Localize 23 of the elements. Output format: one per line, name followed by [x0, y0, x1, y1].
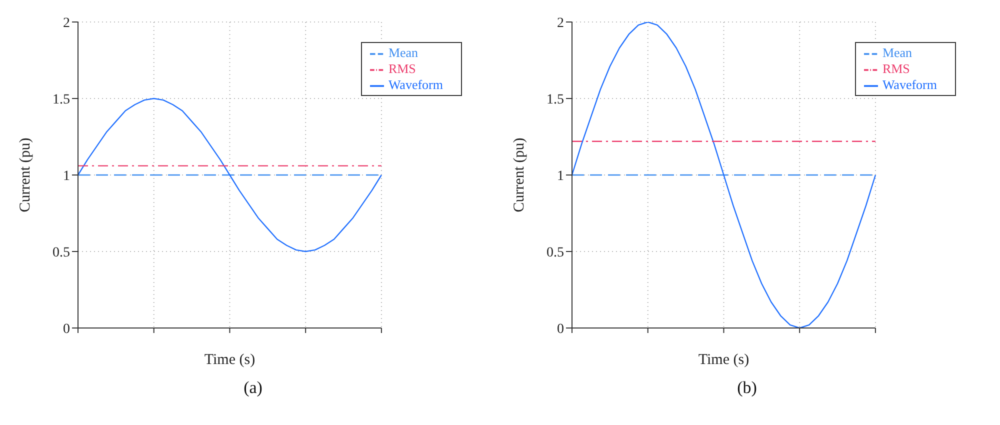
y-tick-label: 2 — [557, 16, 564, 31]
y-tick-label: 1.5 — [52, 92, 70, 108]
legend-label: RMS — [882, 61, 910, 76]
text: (b) — [737, 378, 757, 398]
y-tick-label: 0 — [557, 322, 564, 337]
y-axis-title: Current (pu) — [17, 138, 34, 212]
legend-label: RMS — [388, 61, 416, 76]
legend-label: Mean — [882, 45, 912, 60]
line-series — [77, 98, 382, 252]
y-tick-label: 1 — [63, 168, 70, 184]
y-tick-label: 2 — [63, 16, 70, 31]
text: (a) — [244, 378, 262, 398]
y-tick-label: 0.5 — [52, 245, 70, 260]
x-axis-title: Time (s) — [204, 352, 256, 368]
y-tick-label: 0.5 — [546, 245, 564, 260]
legend-label: Mean — [388, 45, 418, 60]
y-tick-label: 0 — [63, 322, 70, 337]
y-axis-title: Current (pu) — [511, 138, 528, 212]
y-tick-label: 1 — [557, 168, 564, 184]
x-axis-title: Time (s) — [698, 352, 750, 368]
legend-label: Waveform — [882, 77, 937, 92]
y-tick-label: 1.5 — [546, 92, 564, 108]
legend-label: Waveform — [388, 77, 443, 92]
